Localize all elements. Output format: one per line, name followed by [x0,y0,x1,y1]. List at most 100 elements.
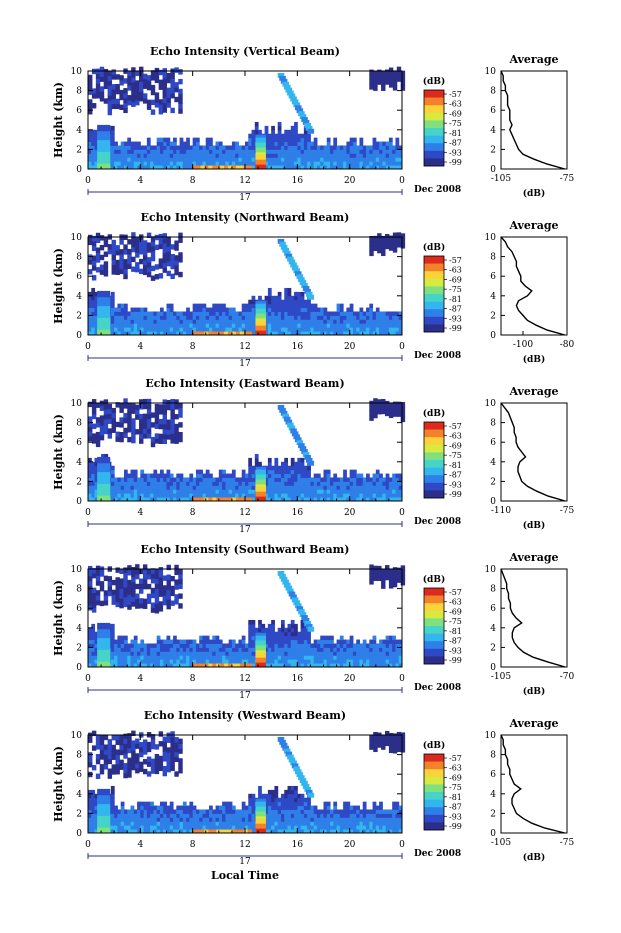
echo-cell [202,647,206,651]
surface-echo-cell [212,664,216,667]
x-tick-label: 16 [292,674,304,684]
colorbar-tick-label: -57 [449,90,462,99]
echo-cell [340,636,344,640]
echo-cell [216,319,220,323]
echo-cell [131,423,135,428]
echo-cell [330,640,334,644]
echo-cell [153,327,157,331]
echo-cell [88,130,92,134]
echo-cell [163,595,167,600]
echo-cell [167,315,171,319]
echo-cell [134,319,138,323]
echo-cell [88,600,92,605]
echo-cell [291,655,295,659]
echo-cell [88,794,92,798]
echo-cell [346,157,350,161]
echo-cell [170,809,174,813]
echo-cell [353,311,357,315]
echo-cell [401,85,405,90]
echo-cell [297,145,301,149]
echo-cell [294,315,298,319]
echo-cell [252,813,256,817]
echo-cell [88,825,92,829]
echo-cell [88,85,92,90]
echo-cell [196,655,200,659]
echo-cell [151,437,155,442]
echo-cell [386,481,390,485]
echo-cell [111,628,115,632]
echo-cell [131,319,135,323]
y-tick-label: 10 [71,67,83,77]
echo-cell [274,138,278,142]
echo-cell [356,474,360,478]
echo-cell [320,493,324,497]
echo-cell [173,640,177,644]
echo-cell [137,311,141,315]
echo-cell [238,640,242,644]
echo-cell [88,416,92,421]
echo-cell [222,308,226,312]
echo-cell [294,640,298,644]
echo-cell [144,323,148,327]
echo-cell [114,157,118,161]
echo-cell [294,477,298,481]
echo-cell [176,477,180,481]
echo-cell [363,323,367,327]
echo-cell [173,643,177,647]
echo-cell [271,134,275,138]
echo-cell [111,308,115,312]
echo-cell [127,651,131,655]
x-tick-label: 4 [137,342,143,352]
echo-cell [96,88,100,93]
echo-cell [317,327,321,331]
echo-cell [206,825,210,829]
echo-cell [301,296,305,300]
echo-cell [255,628,259,632]
echo-cell [366,157,370,161]
day-label: 17 [239,691,251,701]
echo-cell [202,825,206,829]
average-x-tick-label: -75 [560,506,575,516]
echo-cell [170,817,174,821]
echo-cell [123,403,127,408]
echo-cell [337,304,341,308]
echo-cell [381,399,385,404]
echo-cell [346,319,350,323]
echo-cell [155,424,159,429]
echo-cell [180,821,184,825]
echo-cell [178,574,182,579]
echo-cell [373,474,377,478]
echo-cell [163,258,167,263]
echo-cell [258,786,262,790]
echo-cell [155,433,159,438]
echo-cell [343,311,347,315]
echo-cell [160,809,164,813]
echo-cell [160,319,164,323]
y-tick-label: 10 [71,565,83,575]
echo-cell [88,595,92,600]
echo-cell [284,640,288,644]
echo-cell [196,647,200,651]
echo-cell [153,311,157,315]
echo-cell [307,304,311,308]
echo-cell [167,643,171,647]
echo-cell [235,142,239,146]
echo-cell [356,640,360,644]
echo-cell [369,574,373,579]
echo-cell [144,825,148,829]
echo-cell [337,145,341,149]
colorbar-segment [424,286,444,294]
echo-cell [373,76,377,81]
echo-cell [160,802,164,806]
y-tick-label: 2 [76,145,82,155]
echo-cell [127,809,131,813]
echo-cell [117,485,121,489]
echo-cell [157,315,161,319]
echo-cell [160,640,164,644]
echo-cell [314,161,318,165]
echo-cell [376,142,380,146]
echo-cell [304,142,308,146]
echo-cell [176,481,180,485]
echo-cell [389,77,393,82]
echo-cell [333,149,337,153]
